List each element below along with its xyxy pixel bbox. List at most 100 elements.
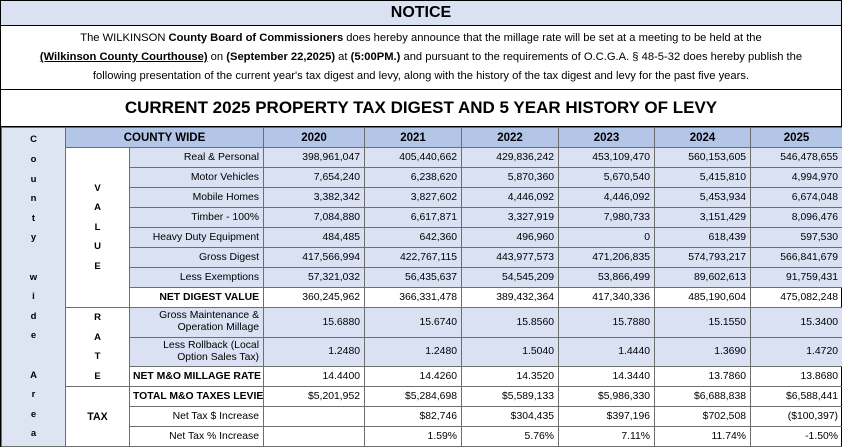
- net-digest-row: NET DIGEST VALUE 360,245,962 366,331,478 38…: [2, 287, 842, 308]
- notice-line-2: (Wilkinson County Courthouse) on (Septem…: [7, 48, 835, 66]
- value-cell: 389,432,364: [461, 287, 560, 308]
- notice-heading: NOTICE: [1, 1, 841, 26]
- notice-line-2-on: on: [207, 51, 227, 63]
- value-cell: $702,508: [654, 406, 752, 428]
- value-cell: 15.6880: [263, 307, 366, 338]
- value-cell: 15.7880: [558, 307, 656, 338]
- value-cell: [263, 426, 366, 447]
- value-cell: $5,589,133: [461, 386, 560, 408]
- year-header: 2023: [558, 127, 656, 148]
- vertical-letter: L: [94, 221, 101, 233]
- row-label: Net Tax % Increase: [128, 426, 265, 447]
- rate-row: R A T E Gross Maintenance & Operation Millag…: [2, 306, 842, 388]
- value-cell: $304,435: [461, 406, 560, 428]
- value-row: Timber - 100% 7,084,880 6,617,871 3,327,919…: [2, 207, 842, 228]
- value-cell: 429,836,242: [461, 147, 560, 168]
- value-cell: 1.3690: [654, 336, 752, 367]
- row-label: NET M&O MILLAGE RATE: [128, 365, 265, 388]
- value-cell: $6,688,838: [654, 386, 752, 408]
- value-cell: 1.4720: [750, 336, 842, 367]
- vertical-letter: t: [31, 212, 36, 224]
- vertical-letter: [3, 248, 65, 268]
- notice-line-2-at: at: [335, 51, 351, 63]
- value-cell: 14.4260: [364, 365, 463, 388]
- value-cell: 7,084,880: [263, 207, 366, 228]
- value-cell: 11.74%: [654, 426, 752, 447]
- value-cell: $397,196: [558, 406, 656, 428]
- row-label: Motor Vehicles: [128, 167, 265, 188]
- value-row: Mobile Homes 3,382,342 3,827,602 4,446,092 4…: [2, 187, 842, 208]
- value-cell: 5,415,810: [654, 167, 752, 188]
- value-cell: 471,206,835: [558, 247, 656, 268]
- value-cell: 15.1550: [654, 307, 752, 338]
- year-header: 2025: [750, 127, 842, 148]
- value-cell: $5,201,952: [263, 386, 366, 408]
- value-cell: 485,190,604: [654, 287, 752, 308]
- value-cell: 443,977,573: [461, 247, 560, 268]
- vertical-letter: n: [30, 193, 37, 205]
- value-cell: 417,566,994: [263, 247, 366, 268]
- value-cell: $82,746: [364, 406, 463, 428]
- vertical-letter: R: [94, 312, 101, 323]
- vertical-letter: r: [31, 389, 36, 401]
- column-header-county-wide: COUNTY WIDE: [64, 127, 265, 148]
- value-cell: $6,588,441: [750, 386, 842, 408]
- tax-row: Net Tax $ Increase $82,746 $304,435 $397,19…: [2, 406, 842, 428]
- value-cell: 642,360: [364, 227, 463, 248]
- value-cell: 0: [558, 227, 656, 248]
- value-cell: 7.11%: [558, 426, 656, 447]
- section-label-tax: TAX: [65, 386, 130, 447]
- value-cell: 398,961,047: [263, 147, 366, 168]
- value-row: Heavy Duty Equipment 484,485 642,360 496,96…: [2, 227, 842, 248]
- value-cell: 15.8560: [461, 307, 560, 338]
- value-cell: 6,238,620: [364, 167, 463, 188]
- year-header: 2021: [364, 127, 463, 148]
- vertical-letter: A: [30, 369, 37, 381]
- value-cell: 3,151,429: [654, 207, 752, 228]
- row-label: Heavy Duty Equipment: [128, 227, 265, 248]
- notice-line-1-board: County Board of Commissioners: [168, 32, 344, 44]
- value-cell: 3,382,342: [263, 187, 366, 208]
- vertical-letter: V: [94, 182, 101, 194]
- value-cell: 15.6740: [364, 307, 463, 338]
- value-cell: $5,284,698: [364, 386, 463, 408]
- value-cell: 422,767,115: [364, 247, 463, 268]
- value-cell: 417,340,336: [558, 287, 656, 308]
- value-cell: 366,331,478: [364, 287, 463, 308]
- value-cell: 475,082,248: [750, 287, 842, 308]
- value-cell: 574,793,217: [654, 247, 752, 268]
- value-cell: 6,617,871: [364, 207, 463, 228]
- value-cell: 89,602,613: [654, 267, 752, 288]
- value-cell: 1.4440: [558, 336, 656, 367]
- value-cell: 4,446,092: [558, 187, 656, 208]
- value-cell: 360,245,962: [263, 287, 366, 308]
- value-cell: -1.50%: [750, 426, 842, 447]
- value-cell: 7,654,240: [263, 167, 366, 188]
- value-cell: 4,994,970: [750, 167, 842, 188]
- notice-line-1: The WILKINSON County Board of Commission…: [7, 29, 835, 47]
- vertical-letter: i: [32, 291, 35, 303]
- value-cell: 8,096,476: [750, 207, 842, 228]
- year-header: 2020: [263, 127, 366, 148]
- notice-line-3: following presentation of the current ye…: [92, 70, 750, 82]
- value-cell: 405,440,662: [364, 147, 463, 168]
- vertical-letter: A: [94, 331, 101, 343]
- value-cell: 566,841,679: [750, 247, 842, 268]
- value-cell: 453,109,470: [558, 147, 656, 168]
- row-label: Gross Digest: [128, 247, 265, 268]
- row-label: Mobile Homes: [128, 187, 265, 208]
- row-label: Timber - 100%: [128, 207, 265, 228]
- year-header: 2022: [461, 127, 560, 148]
- value-cell: 496,960: [461, 227, 560, 248]
- value-cell: 597,530: [750, 227, 842, 248]
- value-cell: 546,478,655: [750, 147, 842, 168]
- value-cell: 1.2480: [364, 336, 463, 367]
